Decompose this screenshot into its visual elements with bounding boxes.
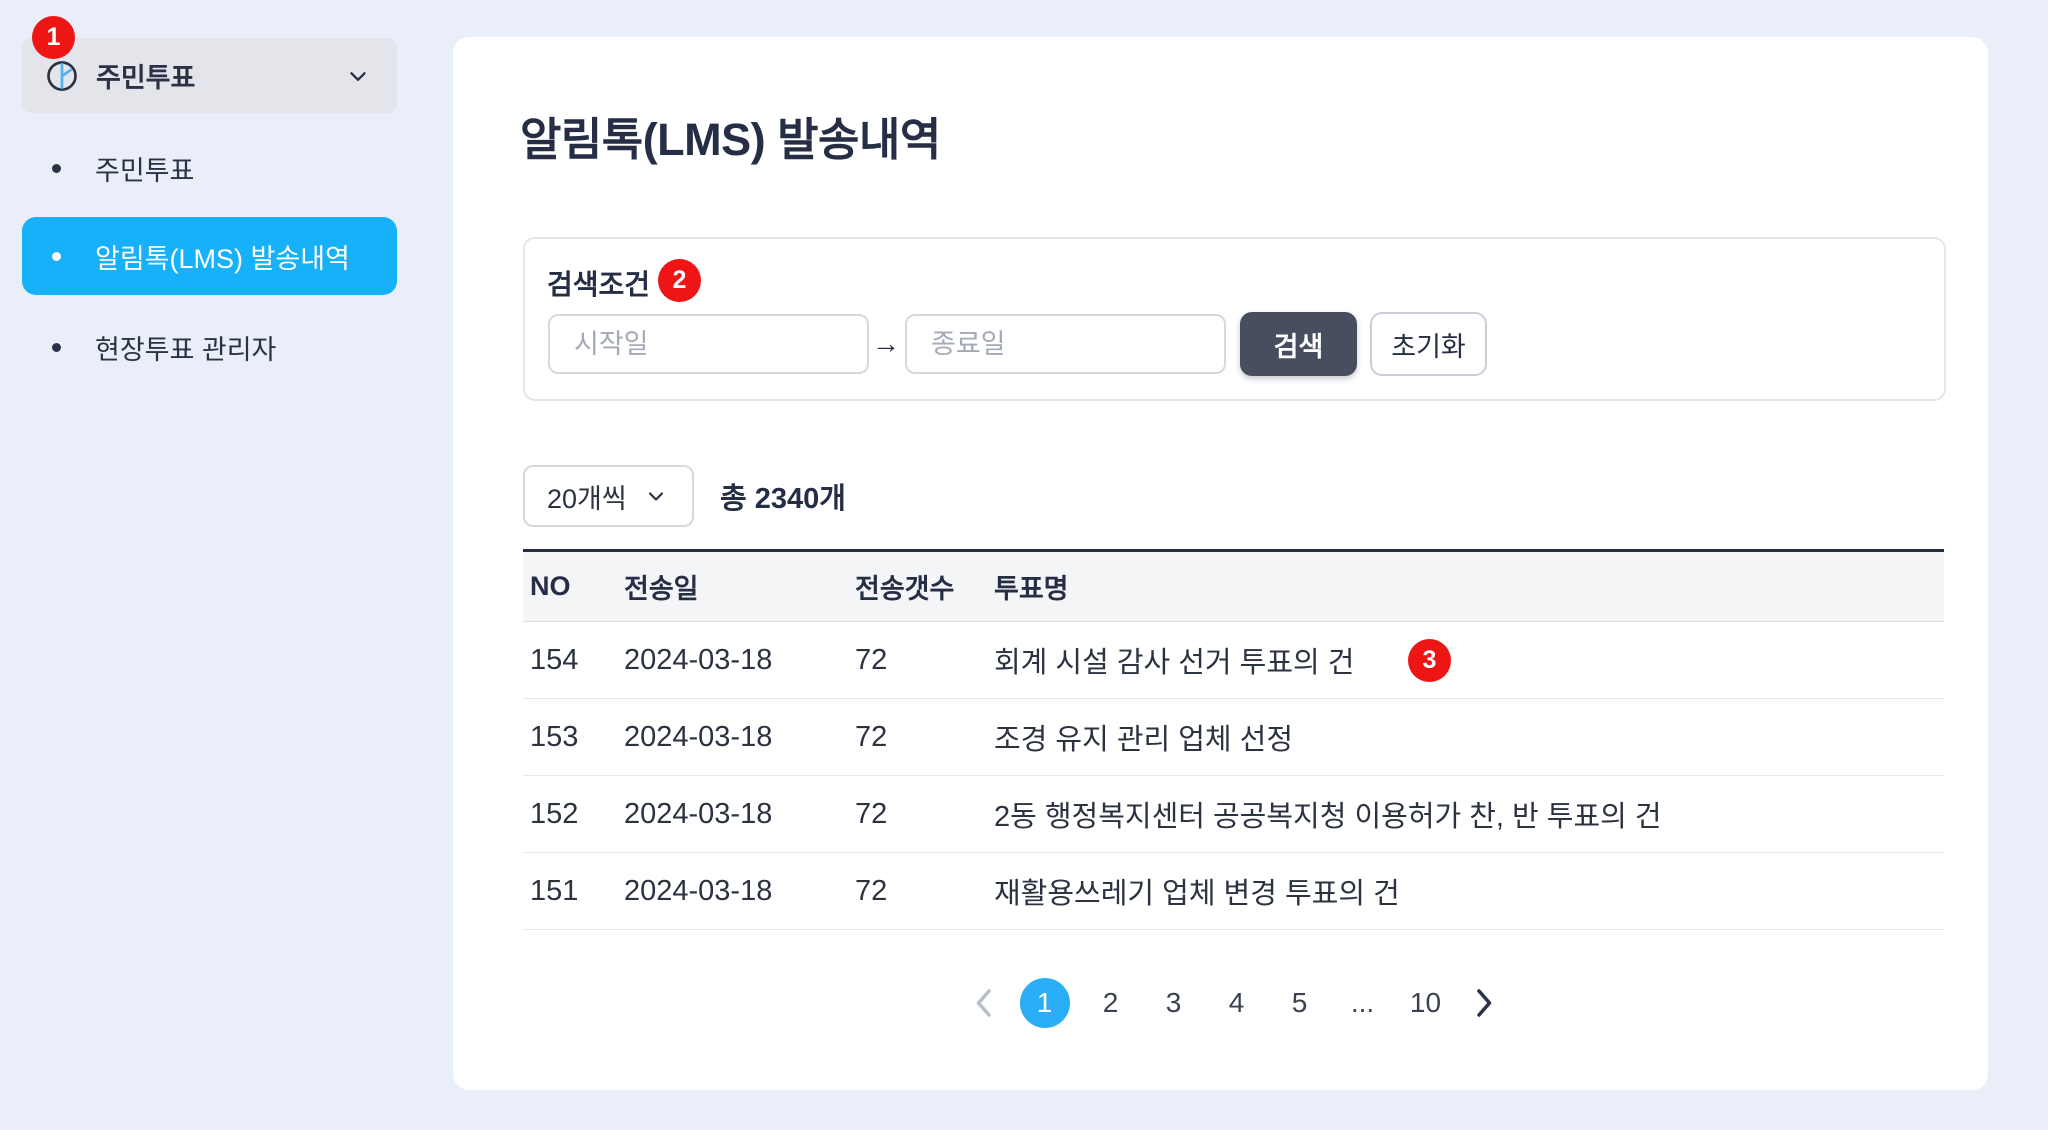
page-size-value: 20개씩 xyxy=(547,483,627,514)
pie-chart-icon xyxy=(44,58,80,94)
sidebar-item-label: 주민투표 xyxy=(95,155,195,186)
cell-no: 152 xyxy=(530,797,579,830)
column-header-send-date: 전송일 xyxy=(624,574,699,604)
cell-send-count: 72 xyxy=(855,720,888,753)
page-title: 알림톡(LMS) 발송내역 xyxy=(520,114,941,165)
sidebar-item-vote[interactable]: 주민투표 xyxy=(22,129,397,207)
prev-page-button[interactable] xyxy=(965,978,1001,1028)
page-button[interactable]: 5 xyxy=(1291,987,1308,1018)
table-row[interactable]: 153 2024-03-18 72 조경 유지 관리 업체 선정 xyxy=(523,699,1944,776)
cell-vote-name: 2동 행정복지센터 공공복지청 이용허가 찬, 반 투표의 건 xyxy=(994,801,1662,833)
sidebar-item-label: 현장투표 관리자 xyxy=(95,334,277,365)
date-range-arrow-icon: → xyxy=(872,328,900,359)
sidebar-item-lms-history[interactable]: 알림톡(LMS) 발송내역 xyxy=(22,217,397,295)
page-button[interactable]: 3 xyxy=(1165,987,1182,1018)
column-header-vote-name: 투표명 xyxy=(994,574,1069,604)
search-conditions-label: 검색조건 xyxy=(547,269,651,300)
cell-send-date: 2024-03-18 xyxy=(624,720,773,753)
cell-send-date: 2024-03-18 xyxy=(624,874,773,907)
reset-button[interactable]: 초기화 xyxy=(1370,312,1487,376)
annotation-badge-2: 2 xyxy=(658,259,701,302)
sidebar-item-onsite-manager[interactable]: 현장투표 관리자 xyxy=(22,308,397,386)
search-button[interactable]: 검색 xyxy=(1240,312,1357,376)
end-date-input[interactable] xyxy=(905,314,1226,374)
sidebar-parent-label: 주민투표 xyxy=(96,63,196,93)
page-button[interactable]: 10 xyxy=(1409,987,1442,1018)
cell-send-date: 2024-03-18 xyxy=(624,643,773,676)
table-row[interactable]: 154 2024-03-18 72 회계 시설 감사 선거 투표의 건 3 xyxy=(523,622,1944,699)
cell-no: 153 xyxy=(530,720,579,753)
start-date-input[interactable] xyxy=(548,314,869,374)
table-header-row: NO 전송일 전송갯수 투표명 xyxy=(523,552,1944,622)
sidebar-parent-item-vote[interactable]: 주민투표 xyxy=(22,38,397,113)
cell-send-date: 2024-03-18 xyxy=(624,797,773,830)
column-header-send-count: 전송갯수 xyxy=(855,574,955,604)
page-size-select[interactable]: 20개씩 xyxy=(523,465,694,527)
cell-vote-name: 재활용쓰레기 업체 변경 투표의 건 xyxy=(994,878,1400,910)
cell-vote-name: 조경 유지 관리 업체 선정 xyxy=(994,724,1294,756)
page-button[interactable]: 4 xyxy=(1228,987,1245,1018)
sidebar: 1 주민투표 주민투표 알림톡(LMS) 발송내역 xyxy=(0,0,453,1130)
cell-send-count: 72 xyxy=(855,797,888,830)
pagination: 1 2 3 4 5 ... 10 xyxy=(523,978,1944,1028)
cell-send-count: 72 xyxy=(855,874,888,907)
bullet-icon xyxy=(52,251,61,261)
column-header-no: NO xyxy=(530,571,571,601)
cell-send-count: 72 xyxy=(855,643,888,676)
total-count: 총 2340개 xyxy=(720,483,846,515)
table-row[interactable]: 151 2024-03-18 72 재활용쓰레기 업체 변경 투표의 건 xyxy=(523,853,1944,930)
search-row: → 검색 초기화 xyxy=(525,312,1944,376)
page-ellipsis: ... xyxy=(1350,987,1375,1018)
cell-no: 151 xyxy=(530,874,579,907)
next-page-button[interactable] xyxy=(1467,978,1503,1028)
search-panel: 검색조건 2 → 검색 초기화 xyxy=(523,237,1946,401)
bullet-icon xyxy=(52,163,61,173)
list-controls: 20개씩 총 2340개 xyxy=(523,465,846,527)
chevron-down-icon xyxy=(644,484,668,508)
page-button[interactable]: 2 xyxy=(1102,987,1119,1018)
cell-vote-name: 회계 시설 감사 선거 투표의 건 xyxy=(994,647,1355,679)
cell-no: 154 xyxy=(530,643,579,676)
annotation-badge-3: 3 xyxy=(1408,639,1451,682)
results-table: NO 전송일 전송갯수 투표명 154 2024-03-18 72 회계 시설 … xyxy=(523,549,1944,930)
annotation-badge-1: 1 xyxy=(32,16,75,59)
page-button-active[interactable]: 1 xyxy=(1019,978,1070,1028)
table-row[interactable]: 152 2024-03-18 72 2동 행정복지센터 공공복지청 이용허가 찬… xyxy=(523,776,1944,853)
main-panel: 알림톡(LMS) 발송내역 검색조건 2 → 검색 초기화 20개씩 xyxy=(453,37,1988,1090)
chevron-down-icon xyxy=(345,63,371,89)
sidebar-item-label: 알림톡(LMS) 발송내역 xyxy=(95,243,350,274)
bullet-icon xyxy=(52,342,61,352)
